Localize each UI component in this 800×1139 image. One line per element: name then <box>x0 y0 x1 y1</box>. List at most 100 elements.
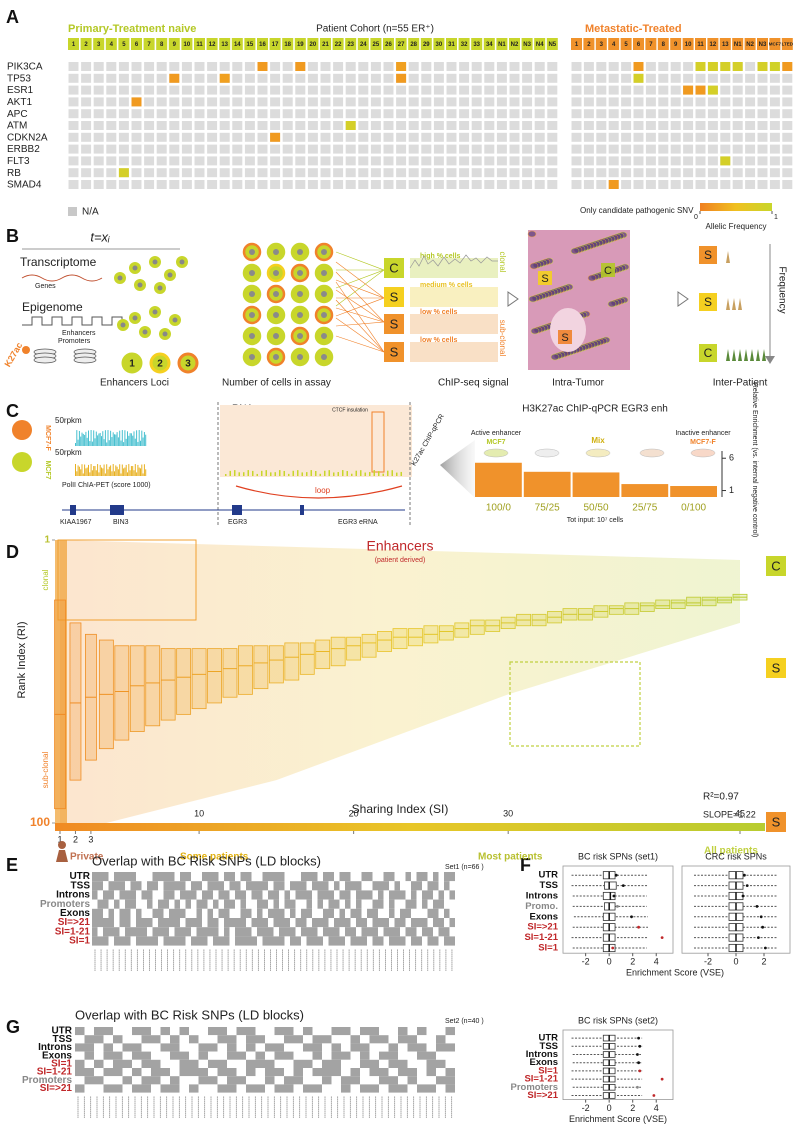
box <box>129 645 145 732</box>
heat-cell <box>180 918 186 928</box>
heat-cell <box>229 927 235 937</box>
chart-title: Enhancers <box>367 538 434 554</box>
empty-cell <box>633 97 644 107</box>
heat-cell <box>169 927 175 937</box>
heat-cell <box>273 927 279 937</box>
heat-cell <box>224 918 230 928</box>
empty-cell <box>522 180 533 189</box>
signal-bar <box>106 442 108 446</box>
signal-bar <box>328 470 330 476</box>
locus <box>149 352 171 374</box>
heat-cell <box>246 872 252 882</box>
heat-cell <box>449 881 455 891</box>
column-header <box>707 38 719 50</box>
heat-cell <box>284 908 290 918</box>
empty-cell <box>757 97 768 107</box>
set-label: Set1 (n=66 ) <box>445 864 484 871</box>
mutation-cell <box>131 97 142 107</box>
nucleus <box>528 295 538 303</box>
empty-cell <box>446 156 457 166</box>
mutation-cell <box>345 121 356 130</box>
exon <box>110 505 124 515</box>
locus-label: 2 <box>157 359 163 370</box>
empty-cell <box>307 144 318 154</box>
signal-bar <box>91 470 93 476</box>
heat-cell <box>151 1043 161 1052</box>
heat-cell <box>328 936 334 946</box>
empty-cell <box>396 132 407 142</box>
empty-cell <box>782 168 793 178</box>
signal-bar <box>132 466 134 476</box>
label: All patients <box>704 846 758 857</box>
column-header <box>105 38 117 50</box>
heat-cell <box>236 1068 246 1077</box>
track-dot <box>12 420 32 440</box>
column-label: 28 <box>410 42 417 48</box>
heat-cell <box>339 927 345 937</box>
heat-cell <box>317 872 323 882</box>
empty-cell <box>383 144 394 154</box>
heat-cell <box>388 1068 398 1077</box>
scale-label: 50rpkm <box>55 416 82 425</box>
empty-cell <box>257 109 268 119</box>
heat-cell <box>94 1084 104 1093</box>
heat-cell <box>141 881 147 891</box>
empty-cell <box>383 62 394 71</box>
empty-cell <box>509 132 520 142</box>
heat-cell <box>334 927 340 937</box>
heat-cell <box>407 1059 417 1068</box>
empty-cell <box>307 168 318 178</box>
signal-bar <box>140 440 141 446</box>
empty-cell <box>484 144 495 154</box>
row-label: Introns <box>38 1042 72 1053</box>
heat-cell <box>293 1084 303 1093</box>
heat-cell <box>274 1027 284 1036</box>
axis-label: Enrichment Score (VSE) <box>569 1114 667 1124</box>
heat-cell <box>208 1076 218 1085</box>
column-header <box>583 38 595 50</box>
heat-cell <box>246 881 252 891</box>
heat-cell <box>334 908 340 918</box>
box <box>686 596 702 607</box>
empty-cell <box>244 168 255 178</box>
heat-cell <box>341 1059 351 1068</box>
heat-cell <box>301 927 307 937</box>
signal-bar <box>115 434 117 446</box>
empty-cell <box>244 132 255 142</box>
empty-cell <box>106 168 117 178</box>
row-label: SI=1-21 <box>37 1067 73 1078</box>
heat-cell <box>151 1068 161 1077</box>
heat-cell <box>279 918 285 928</box>
heat-cell <box>198 1043 208 1052</box>
heat-cell <box>411 881 417 891</box>
heat-cell <box>198 1035 208 1044</box>
empty-cell <box>68 97 79 107</box>
empty-cell <box>707 144 718 154</box>
heat-cell <box>84 1076 94 1085</box>
heat-cell <box>284 1059 294 1068</box>
heat-cell <box>350 918 356 928</box>
nucleus <box>249 312 255 318</box>
empty-cell <box>68 168 79 178</box>
empty-cell <box>282 156 293 166</box>
heat-cell <box>284 1051 294 1060</box>
nucleus <box>117 275 123 281</box>
column-header <box>695 38 706 50</box>
panel-label: D <box>6 542 19 562</box>
empty-cell <box>169 97 180 107</box>
heat-cell <box>141 872 147 882</box>
signal-bar <box>134 464 136 476</box>
empty-cell <box>496 73 507 83</box>
heat-cell <box>189 1043 199 1052</box>
empty-cell <box>181 73 192 83</box>
column-header <box>458 38 470 50</box>
heat-cell <box>196 927 202 937</box>
empty-cell <box>695 156 706 166</box>
empty-cell <box>782 180 793 189</box>
column-header <box>757 38 768 50</box>
heat-cell <box>202 908 208 918</box>
heat-cell <box>369 1043 379 1052</box>
point <box>743 873 746 877</box>
heat-cell <box>152 927 158 937</box>
column-header <box>483 38 495 50</box>
